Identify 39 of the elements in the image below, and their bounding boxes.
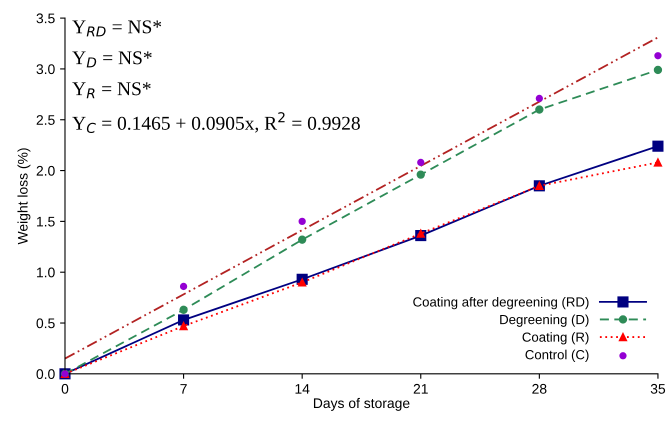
point bbox=[536, 94, 543, 102]
point bbox=[298, 236, 306, 244]
point bbox=[654, 66, 662, 74]
x-tick-label: 7 bbox=[180, 384, 187, 394]
x-tick-label: 21 bbox=[414, 384, 428, 394]
x-tick-label: 14 bbox=[296, 384, 310, 394]
point bbox=[417, 158, 424, 166]
point bbox=[654, 158, 662, 167]
x-axis-title: Days of storage bbox=[314, 398, 410, 411]
y-tick-label: 2.5 bbox=[36, 115, 55, 125]
y-tick-label: 1.0 bbox=[37, 268, 55, 278]
point bbox=[179, 322, 188, 330]
y-axis-title: Weight loss (%) bbox=[17, 148, 30, 244]
point bbox=[416, 229, 425, 238]
y-tick-label: 2.0 bbox=[36, 166, 55, 176]
y-tick-label: 0.0 bbox=[36, 369, 55, 380]
x-tick-label: 0 bbox=[62, 384, 68, 394]
legend-label: Coating (R) bbox=[522, 332, 589, 344]
y-tick-label: 0.5 bbox=[36, 318, 55, 328]
legend-label: Degreening (D) bbox=[500, 314, 589, 327]
legend-label: Control (C) bbox=[525, 350, 589, 362]
point bbox=[298, 218, 306, 226]
annotation: Y$_{C}$ = 0.1465 + 0.0905x, R$^{2}$ = 0.9928 bbox=[72, 112, 360, 134]
legend-label: Coating after degreening (RD) bbox=[413, 296, 589, 310]
x-tick-label: 35 bbox=[650, 384, 666, 394]
point bbox=[535, 105, 544, 114]
annotation: Y$_{R}$ = NS* bbox=[72, 82, 151, 98]
point bbox=[298, 278, 306, 287]
point bbox=[179, 306, 188, 314]
x-tick-label: 28 bbox=[532, 384, 546, 394]
annotation: Y$_{D}$ = NS* bbox=[72, 51, 152, 68]
y-tick-label: 1.5 bbox=[37, 216, 55, 227]
y-tick-label: 3.5 bbox=[36, 13, 55, 24]
point bbox=[652, 140, 664, 152]
y-tick-label: 3.0 bbox=[36, 64, 55, 74]
annotation: Y$_{RD}$ = NS* bbox=[72, 20, 162, 36]
point bbox=[654, 52, 662, 60]
point bbox=[416, 170, 425, 179]
point bbox=[180, 282, 188, 290]
